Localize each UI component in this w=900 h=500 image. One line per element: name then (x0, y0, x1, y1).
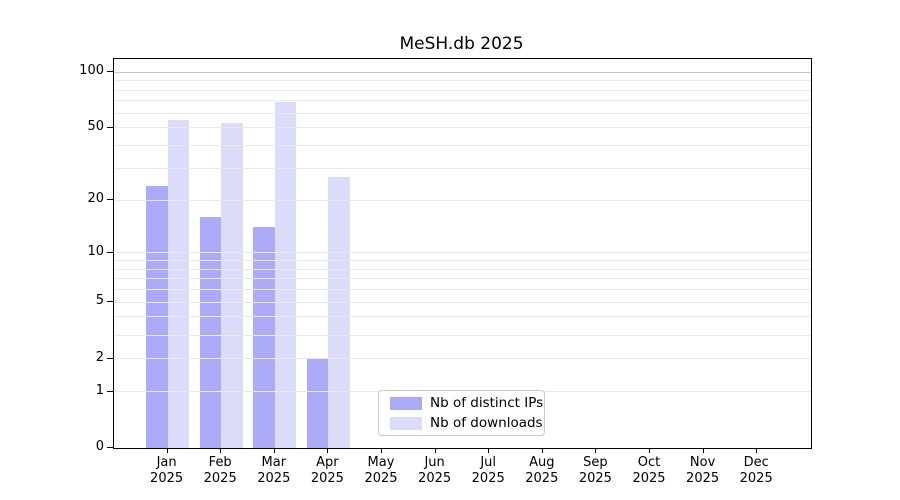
x-tick-mark (649, 448, 650, 453)
x-tick-mark (756, 448, 758, 453)
x-tick-mark (220, 448, 222, 453)
x-tick-mark (541, 448, 543, 453)
legend-label-downloads: Nb of downloads (430, 415, 543, 431)
y-tick-mark (107, 390, 113, 392)
chart-title: MeSH.db 2025 (399, 34, 524, 54)
legend-label-distinct-ips: Nb of distinct IPs (430, 395, 544, 411)
y-tick-mark (107, 199, 113, 201)
legend-swatch-distinct-ips-icon (390, 396, 422, 410)
y-tick-mark (107, 357, 113, 359)
x-tick-label: Mar 2025 (257, 455, 291, 486)
bar-distinct-ips (253, 227, 275, 448)
x-tick-label: Sep 2025 (578, 455, 612, 486)
y-tick-label: 10 (87, 243, 104, 259)
bar-distinct-ips (307, 358, 329, 448)
x-tick-mark (381, 448, 382, 453)
x-tick-label: Dec 2025 (739, 455, 773, 486)
y-tick-label: 100 (79, 63, 104, 79)
x-tick-mark (434, 448, 436, 453)
bar-downloads (328, 176, 350, 448)
x-tick-label: Feb 2025 (203, 455, 237, 486)
y-tick-mark (107, 251, 113, 253)
legend-swatch-downloads-icon (390, 416, 422, 430)
bar-distinct-ips (199, 217, 222, 448)
y-tick-label: 20 (87, 191, 104, 207)
x-tick-label: Jun 2025 (418, 455, 452, 486)
x-tick-mark (702, 448, 704, 453)
y-tick-label: 50 (87, 118, 104, 134)
y-tick-mark (107, 126, 113, 128)
bar-distinct-ips (146, 185, 168, 448)
bar-downloads (274, 102, 297, 448)
x-tick-label: Oct 2025 (632, 455, 666, 486)
y-tick-mark (107, 71, 113, 73)
x-tick-mark (166, 448, 168, 453)
y-tick-mark (107, 447, 113, 448)
legend-item-downloads: Nb of downloads (379, 415, 544, 431)
x-tick-mark (273, 448, 275, 453)
y-tick-mark (107, 301, 113, 303)
y-tick-label: 5 (95, 293, 104, 309)
x-tick-mark (327, 448, 329, 453)
x-tick-mark (595, 448, 597, 453)
y-tick-label: 1 (95, 382, 104, 398)
x-tick-label: May 2025 (364, 455, 398, 486)
x-tick-label: Jul 2025 (471, 455, 505, 486)
legend-item-distinct-ips: Nb of distinct IPs (379, 395, 544, 411)
bar-downloads (221, 123, 243, 448)
x-tick-label: Apr 2025 (310, 455, 344, 486)
y-tick-label: 0 (95, 439, 104, 454)
legend: Nb of distinct IPs Nb of downloads (378, 390, 545, 436)
bars-layer (114, 59, 811, 448)
y-tick-label: 2 (95, 349, 104, 365)
x-tick-mark (488, 448, 490, 453)
bar-downloads (167, 120, 189, 448)
x-tick-label: Nov 2025 (686, 455, 720, 486)
x-tick-label: Jan 2025 (150, 455, 184, 486)
x-tick-label: Aug 2025 (525, 455, 559, 486)
